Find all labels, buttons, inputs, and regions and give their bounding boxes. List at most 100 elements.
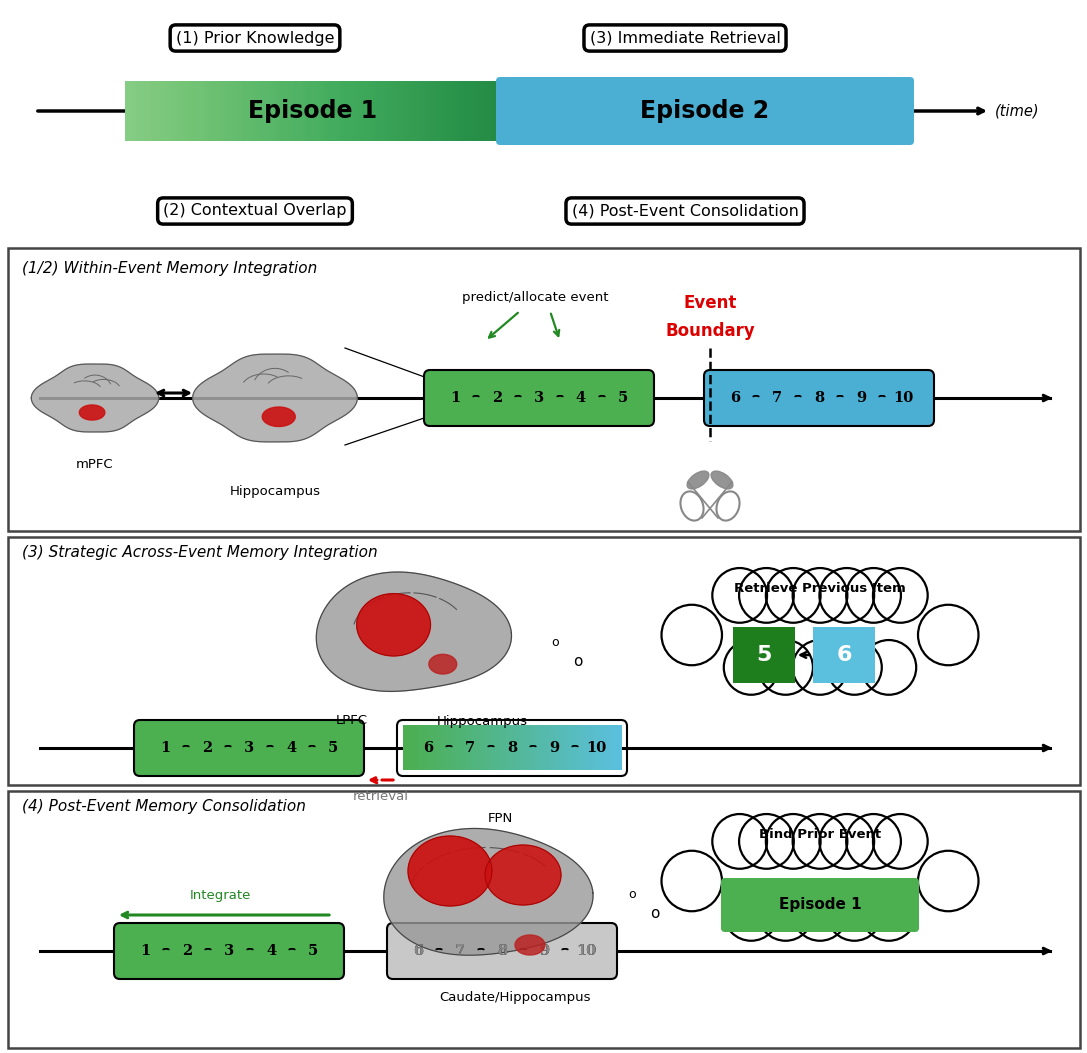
Bar xyxy=(8,249,1080,531)
Text: 7: 7 xyxy=(455,943,465,958)
Circle shape xyxy=(873,568,927,622)
Circle shape xyxy=(792,568,848,622)
FancyBboxPatch shape xyxy=(721,878,919,932)
Circle shape xyxy=(724,640,778,695)
Text: Hippocampus: Hippocampus xyxy=(437,715,527,728)
Text: 2: 2 xyxy=(202,741,212,755)
Text: FPN: FPN xyxy=(487,812,513,824)
FancyBboxPatch shape xyxy=(134,720,364,776)
Text: (4) Post-Event Consolidation: (4) Post-Event Consolidation xyxy=(572,203,799,219)
FancyBboxPatch shape xyxy=(387,923,617,979)
Circle shape xyxy=(759,640,813,695)
Text: 8: 8 xyxy=(497,943,507,958)
Text: 8: 8 xyxy=(497,943,507,958)
Text: 6: 6 xyxy=(413,943,423,958)
Text: Boundary: Boundary xyxy=(665,322,754,340)
Text: (1) Prior Knowledge: (1) Prior Knowledge xyxy=(176,31,334,45)
Text: 4: 4 xyxy=(286,741,296,755)
Text: mPFC: mPFC xyxy=(76,458,114,472)
Polygon shape xyxy=(429,654,457,674)
Text: 5: 5 xyxy=(328,741,338,755)
Polygon shape xyxy=(316,572,512,692)
Text: 8: 8 xyxy=(507,741,517,755)
Circle shape xyxy=(792,640,848,695)
Text: 7: 7 xyxy=(455,943,465,958)
Text: o: o xyxy=(573,654,583,669)
Text: Retrieve Previous Item: Retrieve Previous Item xyxy=(734,581,905,595)
Polygon shape xyxy=(192,354,358,442)
Text: 10: 10 xyxy=(576,943,596,958)
Polygon shape xyxy=(408,836,492,906)
Circle shape xyxy=(846,814,901,869)
Text: predict/allocate event: predict/allocate event xyxy=(462,292,609,304)
Polygon shape xyxy=(485,845,561,905)
FancyBboxPatch shape xyxy=(704,370,934,426)
Polygon shape xyxy=(384,829,594,955)
Text: 10: 10 xyxy=(576,943,596,958)
Text: 1: 1 xyxy=(160,741,171,755)
Circle shape xyxy=(766,814,821,869)
Circle shape xyxy=(712,814,767,869)
Circle shape xyxy=(792,886,848,940)
Circle shape xyxy=(862,886,916,940)
Text: (1/2) Within-Event Memory Integration: (1/2) Within-Event Memory Integration xyxy=(22,260,317,276)
Ellipse shape xyxy=(711,471,733,489)
Circle shape xyxy=(873,814,927,869)
Text: (2) Contextual Overlap: (2) Contextual Overlap xyxy=(163,203,347,219)
Circle shape xyxy=(827,640,882,695)
Circle shape xyxy=(739,814,794,869)
Text: 5: 5 xyxy=(617,391,628,405)
Text: 9: 9 xyxy=(549,741,559,755)
Text: 6: 6 xyxy=(836,645,852,665)
Text: 1: 1 xyxy=(140,943,150,958)
Text: (3) Immediate Retrieval: (3) Immediate Retrieval xyxy=(589,31,780,45)
Text: 4: 4 xyxy=(576,391,586,405)
Circle shape xyxy=(739,568,794,622)
Text: Event: Event xyxy=(684,294,737,312)
FancyBboxPatch shape xyxy=(733,627,795,683)
Text: 10: 10 xyxy=(892,391,913,405)
Text: 4: 4 xyxy=(266,943,276,958)
Text: 5: 5 xyxy=(308,943,318,958)
Text: Episode 2: Episode 2 xyxy=(640,99,770,123)
Text: Integrate: Integrate xyxy=(189,889,251,901)
Polygon shape xyxy=(262,408,296,426)
Circle shape xyxy=(827,886,882,940)
Text: 9: 9 xyxy=(539,943,549,958)
Circle shape xyxy=(820,568,874,622)
Text: 9: 9 xyxy=(539,943,549,958)
Bar xyxy=(8,537,1080,784)
Text: 10: 10 xyxy=(586,741,607,755)
Circle shape xyxy=(919,851,978,911)
Circle shape xyxy=(724,886,778,940)
Circle shape xyxy=(846,568,901,622)
Circle shape xyxy=(766,568,821,622)
Circle shape xyxy=(919,604,978,665)
Text: 3: 3 xyxy=(534,391,545,405)
Text: Hippocampus: Hippocampus xyxy=(229,484,321,497)
Polygon shape xyxy=(357,594,430,656)
Text: 8: 8 xyxy=(814,391,824,405)
Text: (4) Post-Event Memory Consolidation: (4) Post-Event Memory Consolidation xyxy=(22,799,305,815)
Text: 2: 2 xyxy=(492,391,502,405)
Polygon shape xyxy=(515,935,545,955)
Text: LPFC: LPFC xyxy=(336,715,368,728)
Text: 3: 3 xyxy=(224,943,234,958)
Text: 5: 5 xyxy=(757,645,772,665)
Text: o: o xyxy=(628,889,636,901)
Text: 2: 2 xyxy=(182,943,192,958)
Text: Bind Prior Event: Bind Prior Event xyxy=(759,828,882,840)
FancyBboxPatch shape xyxy=(496,77,914,145)
Text: retrieval: retrieval xyxy=(352,790,409,802)
Text: 3: 3 xyxy=(243,741,254,755)
Ellipse shape xyxy=(687,471,709,489)
Text: 6: 6 xyxy=(413,943,423,958)
Polygon shape xyxy=(32,364,159,432)
Text: Caudate/Hippocampus: Caudate/Hippocampus xyxy=(439,992,590,1005)
FancyBboxPatch shape xyxy=(424,370,654,426)
Text: 7: 7 xyxy=(465,741,475,755)
Text: 6: 6 xyxy=(423,741,433,755)
Text: Episode 1: Episode 1 xyxy=(248,99,377,123)
Text: 7: 7 xyxy=(772,391,782,405)
Circle shape xyxy=(862,640,916,695)
